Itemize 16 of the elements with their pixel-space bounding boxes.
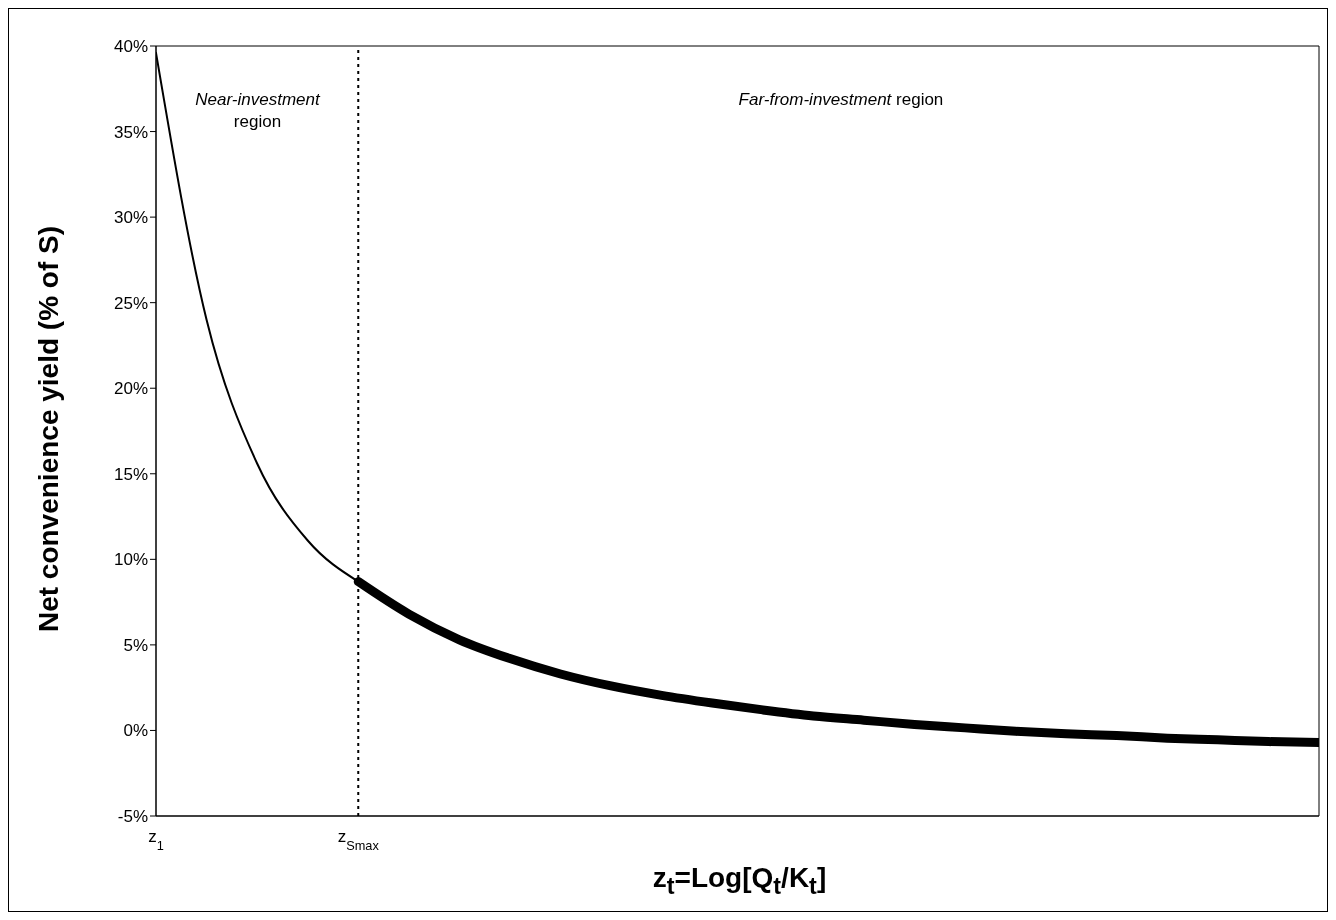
y-tick-label: 40% [113,37,148,57]
y-tick-label: -5% [117,807,148,827]
y-tick-label: 30% [113,208,148,228]
x-tick-label: z$_{1}$ [148,827,164,853]
y-tick-label: 5% [123,635,148,655]
x-axis-title: z$_{t}$=Log[Q$_{t}$/K$_{t}$] [652,862,827,899]
annotation: Near-investment region [195,90,320,131]
y-tick-label: 15% [113,464,148,484]
x-tick-label: z$_{Smax}$ [337,827,380,853]
y-tick-label: 20% [113,379,148,399]
y-tick-label: 0% [123,721,148,741]
y-tick-label: 25% [113,293,148,313]
y-tick-label: 35% [113,122,148,142]
y-tick-label: 10% [113,550,148,570]
y-axis-title: Net convenience yield (% of S) [33,225,64,632]
annotation: Far-from-investment region [738,90,944,109]
